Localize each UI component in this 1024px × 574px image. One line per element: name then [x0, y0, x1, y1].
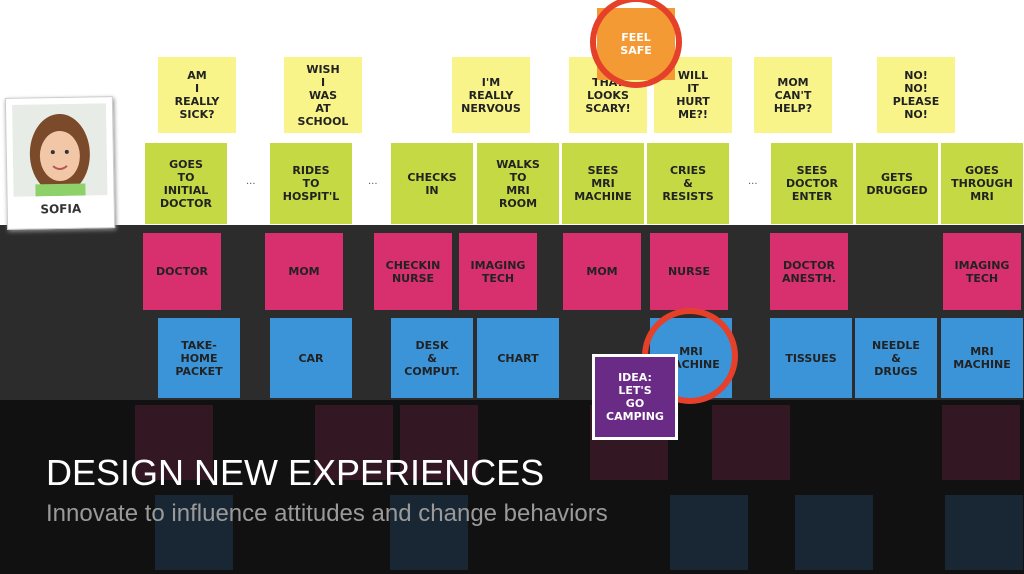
- thought-note: WISH I WAS AT SCHOOL: [284, 57, 362, 133]
- action-note: GOES TO INITIAL DOCTOR: [145, 143, 227, 224]
- faded-note: [155, 495, 233, 570]
- faded-note: [945, 495, 1023, 570]
- persona-name: SOFIA: [40, 201, 82, 217]
- thought-note: WILL IT HURT ME?!: [654, 57, 732, 133]
- thing-note: NEEDLE & DRUGS: [855, 318, 937, 398]
- highlight-ring: [590, 0, 682, 88]
- ellipsis: ...: [368, 176, 378, 187]
- thing-note: CAR: [270, 318, 352, 398]
- thing-note: TISSUES: [770, 318, 852, 398]
- faded-note: [712, 405, 790, 480]
- action-note: GOES THROUGH MRI: [941, 143, 1023, 224]
- thing-note: TAKE-HOME PACKET: [158, 318, 240, 398]
- faded-note: [795, 495, 873, 570]
- action-note: SEES DOCTOR ENTER: [771, 143, 853, 224]
- thing-note: MRI MACHINE: [941, 318, 1023, 398]
- idea-note: IDEA: LET'S GO CAMPING: [592, 354, 678, 440]
- action-note: GETS DRUGGED: [856, 143, 938, 224]
- portrait: [11, 103, 108, 197]
- faded-note: [315, 405, 393, 480]
- thought-note: AM I REALLY SICK?: [158, 57, 236, 133]
- ellipsis: ...: [246, 176, 256, 187]
- thing-note: CHART: [477, 318, 559, 398]
- faded-note: [390, 495, 468, 570]
- action-note: CHECKS IN: [391, 143, 473, 224]
- action-note: CRIES & RESISTS: [647, 143, 729, 224]
- person-note: CHECKIN NURSE: [374, 233, 452, 310]
- faded-note: [670, 495, 748, 570]
- person-note: DOCTOR ANESTH.: [770, 233, 848, 310]
- persona-photo: SOFIA: [4, 96, 116, 230]
- faded-note: [135, 405, 213, 480]
- faded-note: [400, 405, 478, 480]
- action-note: WALKS TO MRI ROOM: [477, 143, 559, 224]
- person-note: DOCTOR: [143, 233, 221, 310]
- faded-note: [942, 405, 1020, 480]
- person-note: MOM: [563, 233, 641, 310]
- person-note: IMAGING TECH: [459, 233, 537, 310]
- thought-note: MOM CAN'T HELP?: [754, 57, 832, 133]
- ellipsis: ...: [748, 176, 758, 187]
- caption-band: [0, 400, 1024, 574]
- thought-note: NO! NO! PLEASE NO!: [877, 57, 955, 133]
- headline: DESIGN NEW EXPERIENCES: [46, 452, 545, 493]
- person-note: MOM: [265, 233, 343, 310]
- action-note: RIDES TO HOSPIT'L: [270, 143, 352, 224]
- person-note: IMAGING TECH: [943, 233, 1021, 310]
- subheadline: Innovate to influence attitudes and chan…: [46, 500, 608, 527]
- thing-note: DESK & COMPUT.: [391, 318, 473, 398]
- person-note: NURSE: [650, 233, 728, 310]
- action-note: SEES MRI MACHINE: [562, 143, 644, 224]
- thought-note: I'M REALLY NERVOUS: [452, 57, 530, 133]
